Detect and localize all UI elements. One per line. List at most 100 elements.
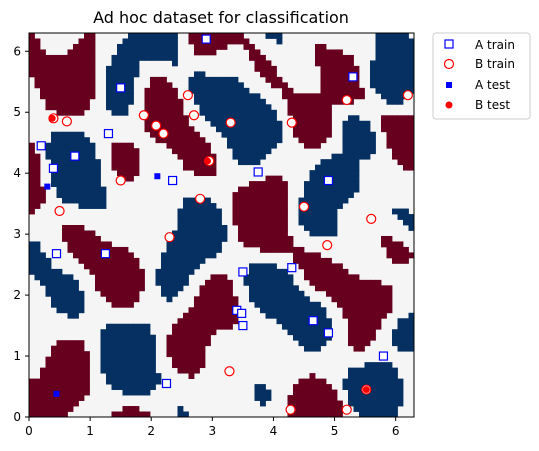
region-cell [84,142,90,149]
region-cell [205,225,211,231]
region-cell [216,43,222,50]
region-cell [227,318,233,325]
region-cell [375,312,382,319]
region-cell [315,164,321,171]
region-cell [271,208,277,215]
region-cell [51,362,57,369]
region-cell [29,389,35,396]
region-cell [348,115,354,122]
region-cell [73,197,79,204]
region-cell [188,263,195,270]
region-cell [117,274,123,281]
region-cell [375,296,382,303]
region-cell [117,148,123,155]
region-cell [51,142,57,149]
region-cell [287,109,294,116]
region-cell [73,235,79,242]
region-cell [386,411,393,417]
region-cell [359,126,365,133]
region-cell [326,411,332,417]
region-cell [166,268,173,275]
region-cell [40,274,46,281]
region-cell [188,356,195,363]
region-cell [364,153,371,160]
region-cell [199,87,206,94]
region-cell [122,38,129,45]
region-cell [337,268,343,275]
region-cell [56,301,63,308]
region-cell [348,82,354,89]
region-cell [348,340,354,347]
region-cell [177,334,184,341]
region-cell [359,312,365,319]
region-cell [408,137,414,144]
region-cell [166,109,173,116]
region-cell [386,384,393,390]
region-cell [304,400,310,407]
region-cell [315,384,321,390]
region-cell [84,49,90,56]
region-cell [51,153,57,160]
region-cell [194,142,200,149]
region-cell [177,268,184,275]
region-cell [183,268,189,275]
region-cell [326,93,332,100]
region-cell [353,307,360,314]
region-cell [62,93,68,100]
region-cell [315,378,321,385]
region-cell [397,148,404,155]
region-cell [177,329,184,336]
region-cell [78,246,85,253]
region-cell [51,148,57,155]
region-cell [298,323,305,330]
region-cell [282,268,288,275]
region-cell [62,98,68,105]
region-cell [89,93,96,100]
region-cell [304,268,310,275]
region-cell [150,82,156,89]
region-cell [370,76,376,83]
region-cell [403,126,409,133]
region-cell [183,153,189,160]
x-tick-label: 6 [392,424,400,438]
region-cell [73,109,79,116]
region-cell [133,406,140,412]
region-cell [100,285,107,292]
region-cell [29,49,35,56]
region-cell [122,54,129,61]
region-cell [177,318,184,325]
region-cell [177,351,184,358]
region-cell [194,49,200,56]
region-cell [326,263,332,270]
region-cell [232,98,239,105]
region-cell [232,312,239,319]
region-cell [51,356,57,363]
region-cell [254,208,261,215]
region-cell [249,142,255,149]
region-cell [188,203,195,209]
region-cell [183,274,189,281]
region-cell [62,104,68,111]
region-cell [315,192,321,198]
region-cell [106,285,112,292]
point-a-train [116,83,126,93]
region-cell [342,290,349,297]
point-b-train [188,110,200,121]
region-cell [111,148,118,155]
region-cell [238,93,244,100]
point-a-train [100,249,110,259]
region-cell [122,274,129,281]
region-cell [73,384,79,390]
region-cell [249,93,255,100]
region-cell [177,131,184,138]
region-cell [216,208,222,215]
region-cell [194,356,200,363]
region-cell [232,131,239,138]
region-cell [348,54,354,61]
region-cell [370,395,376,401]
region-cell [276,268,283,275]
region-cell [397,323,404,330]
region-cell [117,340,123,347]
region-cell [370,389,376,396]
region-cell [106,104,112,111]
